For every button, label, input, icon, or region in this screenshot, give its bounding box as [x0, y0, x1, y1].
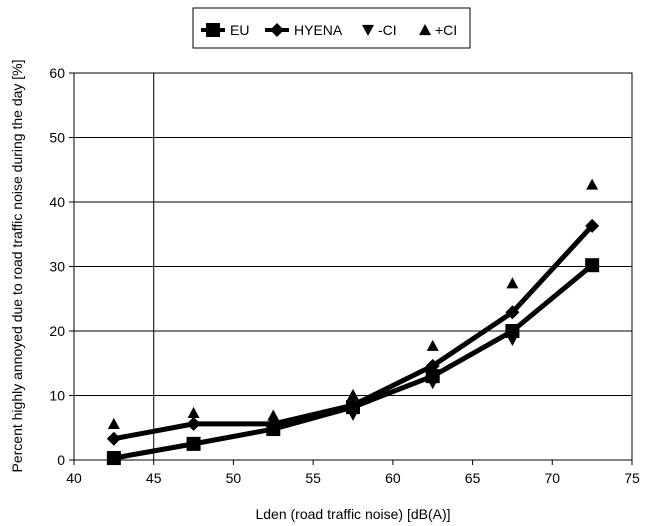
data-point — [187, 439, 200, 451]
data-point — [506, 334, 519, 347]
legend-item: HYENA — [265, 22, 343, 38]
y-tick-label: 0 — [57, 452, 65, 468]
data-point — [187, 406, 200, 419]
series-line — [111, 262, 595, 461]
series-ci — [107, 260, 599, 463]
data-point — [346, 398, 360, 413]
data-point — [505, 305, 520, 320]
data-point — [425, 358, 440, 373]
x-axis: 40 45 50 55 60 65 70 75 — [66, 460, 640, 486]
data-point — [186, 416, 201, 431]
data-point — [506, 277, 519, 289]
y-axis: 0 10 20 30 40 50 60 — [49, 65, 74, 468]
x-tick-label: 55 — [305, 470, 321, 486]
data-point — [585, 218, 600, 233]
x-tick-label: 70 — [544, 470, 560, 486]
legend-label: HYENA — [294, 22, 343, 38]
y-tick-label: 60 — [49, 65, 65, 81]
legend-marker — [270, 23, 284, 37]
data-point — [267, 425, 280, 437]
data-point — [586, 178, 599, 190]
data-point — [505, 324, 520, 338]
series-eu — [106, 258, 600, 466]
x-tick-label: 75 — [624, 470, 640, 486]
data-point — [347, 409, 359, 421]
legend-label: -CI — [378, 22, 397, 38]
x-tick-label: 60 — [385, 470, 401, 486]
legend-label: +CI — [435, 22, 457, 38]
data-point — [267, 409, 280, 421]
y-tick-label: 30 — [49, 259, 65, 275]
x-tick-label: 50 — [226, 470, 242, 486]
data-point — [107, 417, 120, 429]
legend-label: EU — [230, 22, 249, 38]
legend-item: EU — [201, 22, 249, 38]
series-layer — [106, 178, 600, 466]
data-point — [426, 339, 439, 351]
data-point — [106, 431, 121, 446]
x-tick-label: 65 — [465, 470, 481, 486]
y-tick-label: 40 — [49, 194, 65, 210]
legend-marker — [419, 24, 431, 36]
legend-marker — [362, 24, 374, 36]
data-point — [347, 388, 359, 400]
data-point — [426, 378, 439, 390]
data-point — [107, 451, 120, 463]
legend-item: -CI — [362, 22, 397, 38]
y-tick-label: 50 — [49, 130, 65, 146]
x-tick-label: 40 — [66, 470, 82, 486]
legend-item: +CI — [419, 22, 457, 38]
y-tick-label: 10 — [49, 388, 65, 404]
data-point — [586, 260, 599, 272]
gridlines — [74, 73, 632, 460]
series-ci — [107, 178, 599, 429]
y-axis-title: Percent highly annoyed due to road traff… — [9, 59, 25, 472]
y-tick-label: 20 — [49, 323, 65, 339]
legend-marker — [206, 23, 220, 37]
legend: EU HYENA -CI +CI — [192, 7, 471, 49]
x-axis-title: Lden (road traffic noise) [dB(A)] — [255, 506, 450, 522]
x-tick-label: 45 — [146, 470, 162, 486]
